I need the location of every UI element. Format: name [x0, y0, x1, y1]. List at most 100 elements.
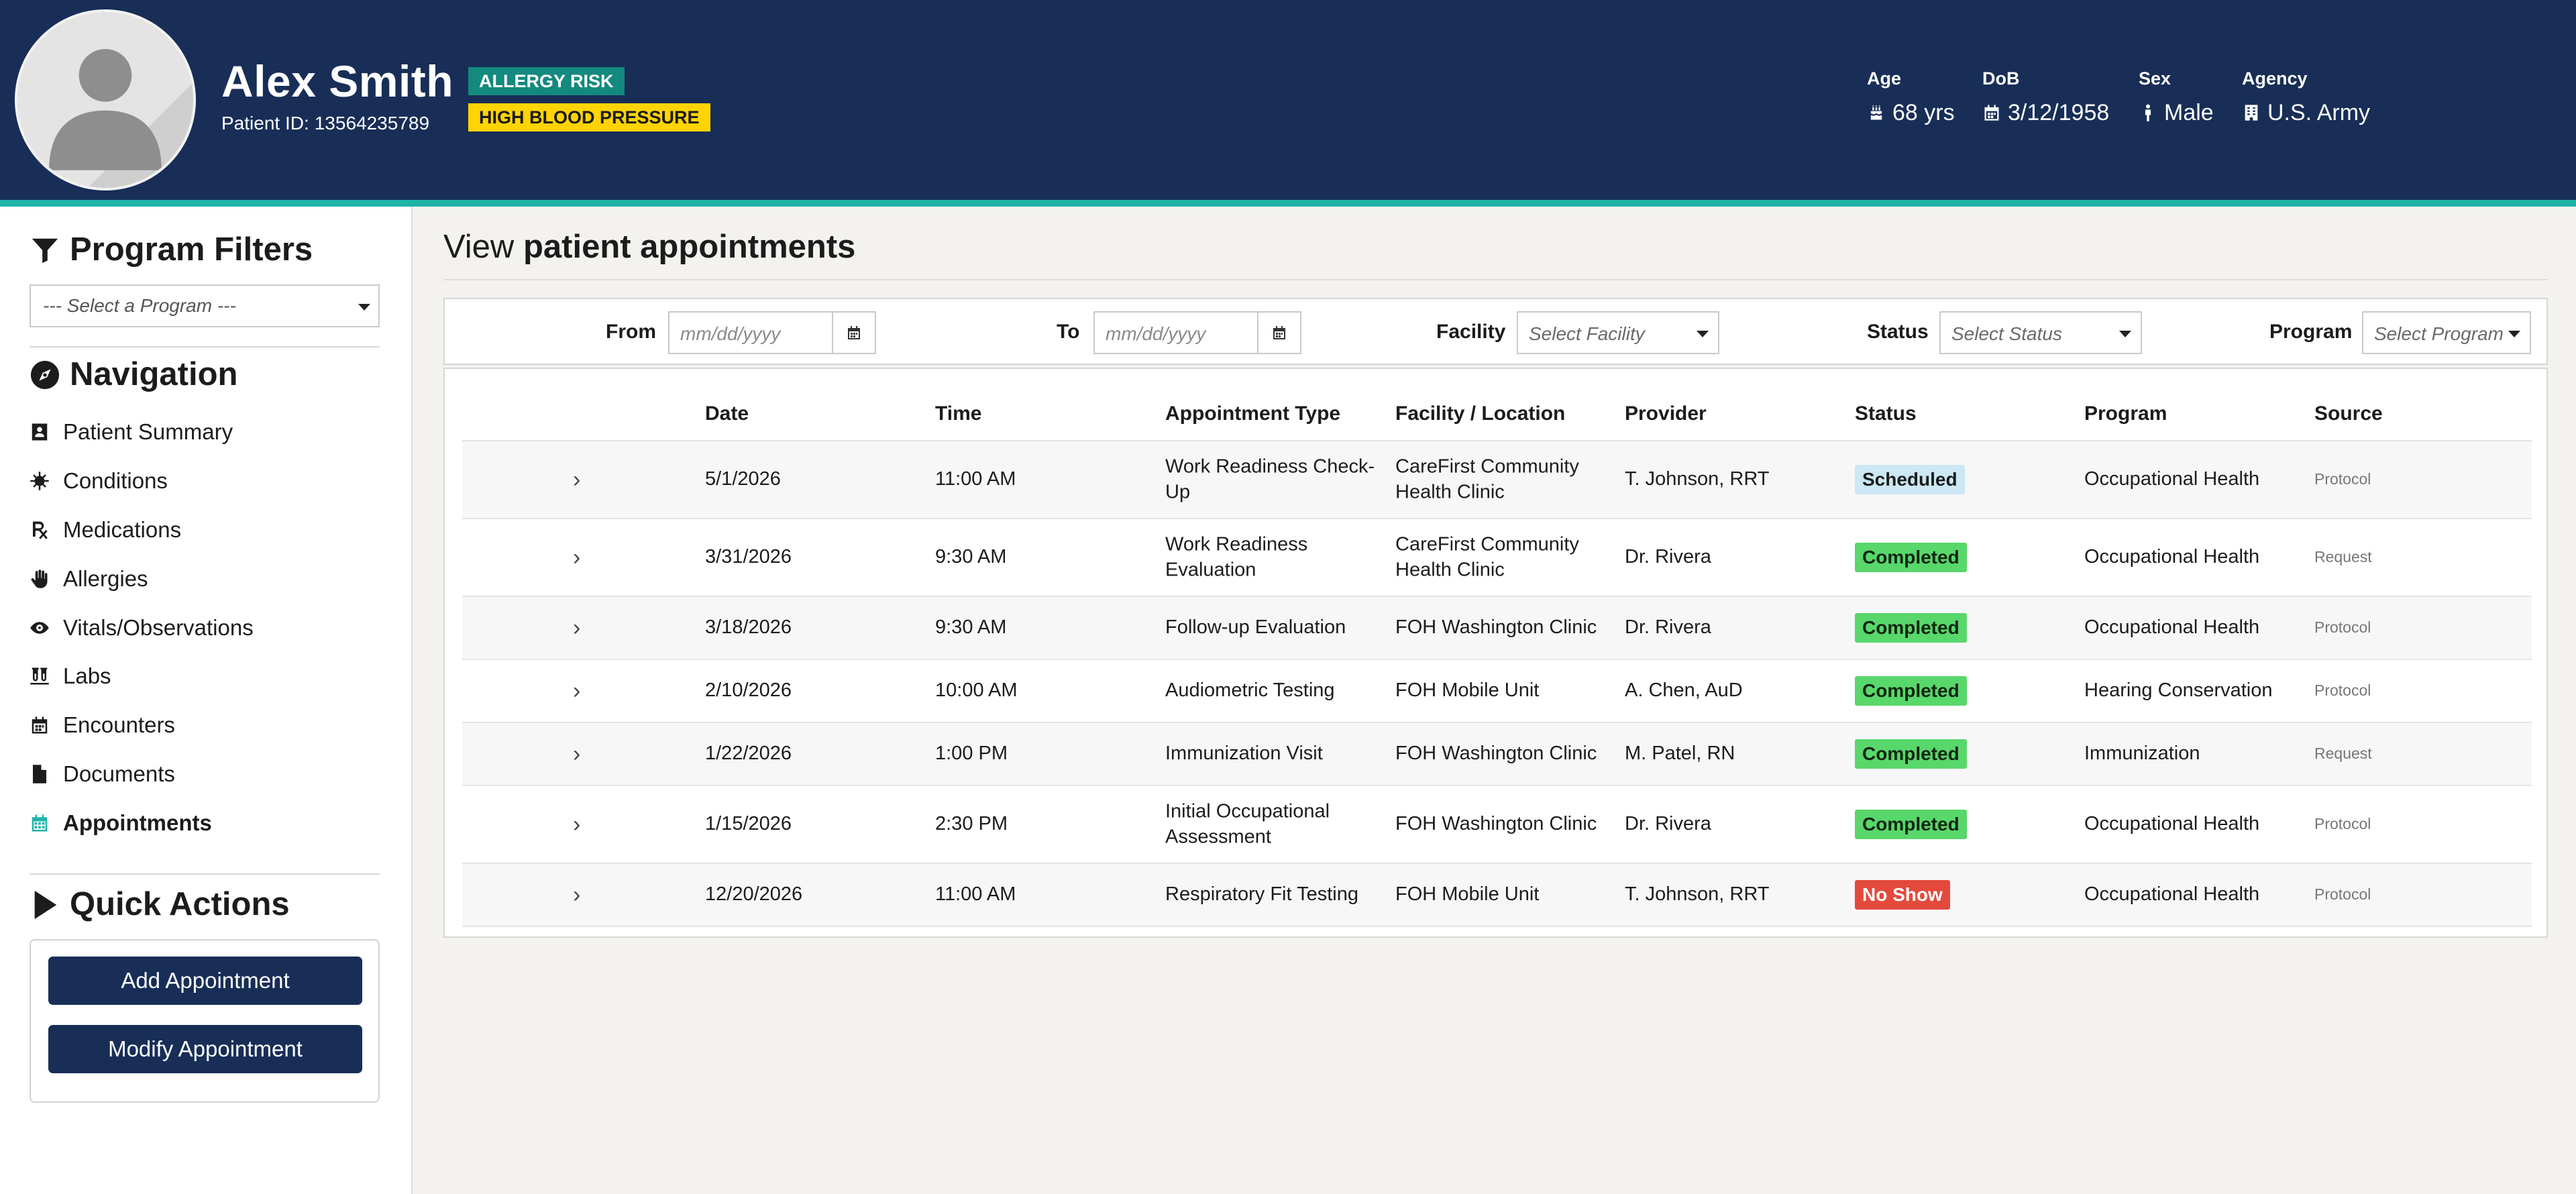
program-select[interactable]: --- Select a Program ---: [30, 284, 380, 327]
cell-program: Occupational Health: [2084, 616, 2260, 639]
sidebar-item-medications[interactable]: Medications: [30, 506, 254, 555]
sidebar-item-appointments[interactable]: Appointments: [30, 798, 254, 847]
cell-source: Protocol: [2314, 618, 2371, 637]
program-label: Program: [2269, 321, 2353, 343]
table-row[interactable]: › 3/18/2026 9:30 AM Follow-up Evaluation FOH…: [462, 597, 2532, 660]
cell-time: 2:30 PM: [935, 813, 1008, 835]
sidebar-item-documents[interactable]: Documents: [30, 750, 254, 799]
expand-row-chevron-icon[interactable]: ›: [573, 741, 581, 767]
cell-provider: Dr. Rivera: [1625, 546, 1711, 568]
expand-row-chevron-icon[interactable]: ›: [573, 811, 581, 837]
patient-id-value: 13564235789: [314, 113, 430, 133]
table-row[interactable]: › 3/31/2026 9:30 AM Work Readiness Evaluati…: [462, 519, 2532, 597]
cell-provider: Dr. Rivera: [1625, 616, 1711, 639]
virus-icon: [30, 472, 49, 490]
cell-provider: T. Johnson, RRT: [1625, 883, 1770, 906]
sidebar-item-conditions[interactable]: Conditions: [30, 457, 254, 506]
age-label: Age: [1867, 68, 1902, 89]
chevron-down-icon: [358, 304, 370, 311]
column-header-source[interactable]: Source: [2314, 402, 2383, 425]
status-select-placeholder: Select Status: [1951, 323, 2062, 344]
cell-type: Follow-up Evaluation: [1165, 616, 1346, 639]
table-row[interactable]: › 12/20/2026 11:00 AM Respiratory Fit Testi…: [462, 864, 2532, 927]
column-header-provider[interactable]: Provider: [1625, 402, 1707, 425]
cell-source: Protocol: [2314, 885, 2371, 904]
column-header-status[interactable]: Status: [1855, 402, 1917, 425]
demographic-sex: Sex Male: [2139, 70, 2214, 125]
cell-type: Initial Occupational Assessment: [1165, 800, 1330, 847]
cell-facility: FOH Washington Clinic: [1395, 813, 1597, 835]
status-select[interactable]: Select Status: [1939, 311, 2142, 354]
expand-row-chevron-icon[interactable]: ›: [573, 466, 581, 492]
cell-time: 1:00 PM: [935, 743, 1008, 765]
cell-time: 9:30 AM: [935, 616, 1007, 639]
sidebar-item-patient-summary[interactable]: Patient Summary: [30, 408, 254, 457]
to-label: To: [1057, 321, 1080, 343]
expand-row-chevron-icon[interactable]: ›: [573, 881, 581, 908]
sidebar: Program Filters --- Select a Program ---…: [0, 207, 413, 1194]
dob-value: 3/12/1958: [2008, 100, 2110, 125]
column-header-appointment-type[interactable]: Appointment Type: [1165, 402, 1341, 425]
birthday-cake-icon: [1870, 105, 1882, 120]
patient-id: Patient ID: 13564235789: [221, 114, 429, 133]
sidebar-divider: [30, 873, 380, 875]
cell-provider: M. Patel, RN: [1625, 743, 1735, 765]
add-appointment-button[interactable]: Add Appointment: [48, 957, 362, 1005]
table-row[interactable]: › 5/1/2026 11:00 AM Work Readiness Check- U…: [462, 441, 2532, 519]
status-badge: Completed: [1855, 739, 1967, 769]
expand-row-chevron-icon[interactable]: ›: [573, 544, 581, 570]
expand-row-chevron-icon[interactable]: ›: [573, 614, 581, 641]
from-date-picker-button[interactable]: [832, 313, 875, 353]
table-row[interactable]: › 1/22/2026 1:00 PM Immunization Visit FOH W…: [462, 723, 2532, 786]
program-filter-placeholder: Select Program: [2374, 323, 2504, 344]
sidebar-item-label: Labs: [63, 663, 111, 689]
cell-type: Immunization Visit: [1165, 743, 1323, 765]
to-date-input[interactable]: mm/dd/yyyy: [1093, 311, 1301, 354]
from-date-input[interactable]: mm/dd/yyyy: [668, 311, 876, 354]
table-header-divider: [462, 440, 2532, 441]
vials-icon: [30, 667, 49, 685]
program-filters-heading: Program Filters: [30, 233, 313, 266]
cell-facility: CareFirst Community Health Clinic: [1395, 455, 1579, 502]
cell-facility: FOH Mobile Unit: [1395, 680, 1540, 702]
column-header-time[interactable]: Time: [935, 402, 982, 425]
modify-appointment-button[interactable]: Modify Appointment: [48, 1025, 362, 1073]
sidebar-item-vitals[interactable]: Vitals/Observations: [30, 603, 254, 652]
status-badge: Completed: [1855, 810, 1967, 839]
table-row[interactable]: › 2/10/2026 10:00 AM Audiometric Testing FOH…: [462, 660, 2532, 723]
high-blood-pressure-badge: HIGH BLOOD PRESSURE: [468, 103, 710, 131]
patient-header: Alex Smith Patient ID: 13564235789 ALLERG…: [0, 0, 2576, 200]
page-title-emphasis: patient appointments: [523, 229, 856, 265]
age-value: 68 yrs: [1892, 100, 1955, 125]
sidebar-item-encounters[interactable]: Encounters: [30, 701, 254, 750]
compass-icon: [30, 360, 60, 389]
cell-date: 3/18/2026: [705, 616, 792, 639]
cell-time: 11:00 AM: [935, 468, 1016, 490]
user-silhouette-icon: [17, 12, 193, 188]
chevron-down-icon: [1697, 331, 1709, 337]
status-label: Status: [1867, 321, 1929, 343]
expand-row-chevron-icon[interactable]: ›: [573, 677, 581, 704]
cell-date: 12/20/2026: [705, 883, 803, 906]
calendar-icon: [32, 716, 48, 734]
column-header-program[interactable]: Program: [2084, 402, 2167, 425]
cell-facility: FOH Mobile Unit: [1395, 883, 1540, 906]
status-badge: Completed: [1855, 676, 1967, 706]
program-filter-select[interactable]: Select Program: [2362, 311, 2531, 354]
column-header-date[interactable]: Date: [705, 402, 749, 425]
id-card-icon: [32, 423, 48, 441]
cell-date: 1/15/2026: [705, 813, 792, 835]
column-header-facility[interactable]: Facility / Location: [1395, 402, 1566, 425]
facility-select[interactable]: Select Facility: [1517, 311, 1719, 354]
demographic-dob: DoB 3/12/1958: [1982, 70, 2110, 125]
to-date-picker-button[interactable]: [1257, 313, 1300, 353]
sidebar-item-labs[interactable]: Labs: [30, 652, 254, 701]
table-row[interactable]: › 1/15/2026 2:30 PM Initial Occupational As…: [462, 786, 2532, 864]
sidebar-item-allergies[interactable]: Allergies: [30, 554, 254, 603]
cell-date: 1/22/2026: [705, 743, 792, 765]
sidebar-divider: [30, 346, 380, 347]
quick-actions-heading: Quick Actions: [30, 888, 290, 921]
file-icon: [33, 765, 46, 783]
page-title-prefix: View: [443, 229, 515, 265]
agency-value: U.S. Army: [2267, 100, 2371, 125]
